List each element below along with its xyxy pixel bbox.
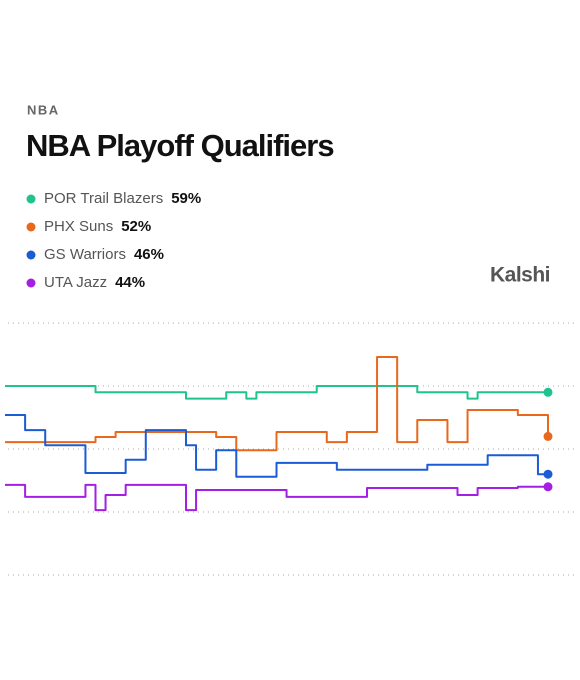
legend-value: 46% (134, 246, 164, 263)
legend-value: 52% (121, 218, 151, 235)
series-line (5, 385, 548, 400)
legend-entry: PHX Suns 52% (44, 218, 151, 235)
brand: Kalshi (490, 264, 550, 287)
legend-value: 44% (115, 274, 145, 291)
end-dot (543, 387, 553, 397)
legend-entry: POR Trail Blazers 59% (44, 190, 201, 207)
chart-title: NBA Playoff Qualifiers (26, 128, 334, 163)
series-line (5, 413, 548, 478)
subtitle: NBA (27, 102, 60, 117)
end-dot (543, 431, 553, 441)
legend-marker (26, 250, 36, 260)
legend-marker (26, 222, 36, 232)
legend-marker (26, 194, 36, 204)
legend-name: POR Trail Blazers (44, 190, 163, 207)
legend-name: UTA Jazz (44, 274, 107, 291)
legend-entry: GS Warriors 46% (44, 246, 164, 263)
series-line (5, 356, 549, 452)
legend-marker (26, 278, 36, 288)
legend-entry: UTA Jazz 44% (44, 274, 145, 291)
end-dot (543, 482, 553, 492)
legend-name: PHX Suns (44, 218, 113, 235)
series-line (5, 483, 548, 512)
legend-name: GS Warriors (44, 246, 126, 263)
legend-value: 59% (171, 190, 201, 207)
end-dot (543, 469, 553, 479)
